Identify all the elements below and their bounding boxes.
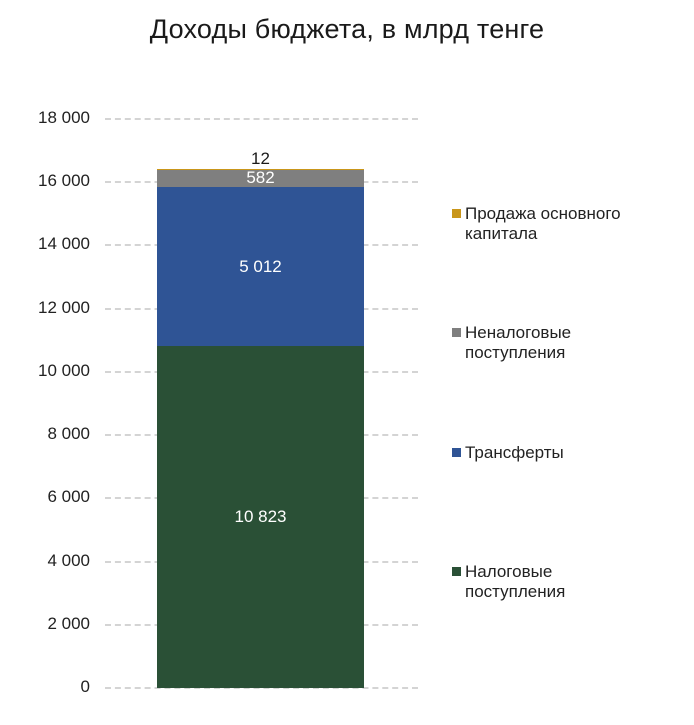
legend-label: Трансферты xyxy=(465,443,564,462)
y-tick-label: 8 000 xyxy=(47,424,90,444)
y-tick-label: 14 000 xyxy=(38,234,90,254)
y-tick-label: 2 000 xyxy=(47,613,90,633)
bar-segment xyxy=(157,169,364,188)
legend-item: Налоговые поступления xyxy=(452,562,680,602)
y-tick-label: 10 000 xyxy=(38,360,90,380)
legend-label: Налоговые поступления xyxy=(465,562,566,601)
legend-item: Неналоговые поступления xyxy=(452,323,680,363)
legend-swatch-icon xyxy=(452,328,461,337)
legend-label: Продажа основного капитала xyxy=(465,204,621,243)
legend-item: Продажа основного капитала xyxy=(452,204,680,244)
bar-segment xyxy=(157,187,364,346)
data-label: 12 xyxy=(251,148,270,168)
data-label: 5 012 xyxy=(239,256,282,276)
legend-swatch-icon xyxy=(452,209,461,218)
gridline xyxy=(105,118,418,120)
y-tick-label: 0 xyxy=(80,677,90,696)
y-tick-label: 4 000 xyxy=(47,550,90,570)
gridline xyxy=(105,687,418,689)
data-label: 10 823 xyxy=(234,506,287,526)
legend-swatch-icon xyxy=(452,448,461,457)
y-tick-label: 18 000 xyxy=(38,108,90,127)
legend-label: Неналоговые поступления xyxy=(465,323,572,362)
y-tick-label: 16 000 xyxy=(38,171,90,191)
y-tick-label: 12 000 xyxy=(38,297,90,317)
legend-swatch-icon xyxy=(452,567,461,576)
legend-item: Трансферты xyxy=(452,443,680,463)
bar-segment xyxy=(157,168,364,171)
data-label: 582 xyxy=(246,168,275,188)
y-tick-label: 6 000 xyxy=(47,487,90,507)
bar-segment xyxy=(157,345,364,688)
chart-title: Доходы бюджета, в млрд тенге xyxy=(149,14,545,44)
